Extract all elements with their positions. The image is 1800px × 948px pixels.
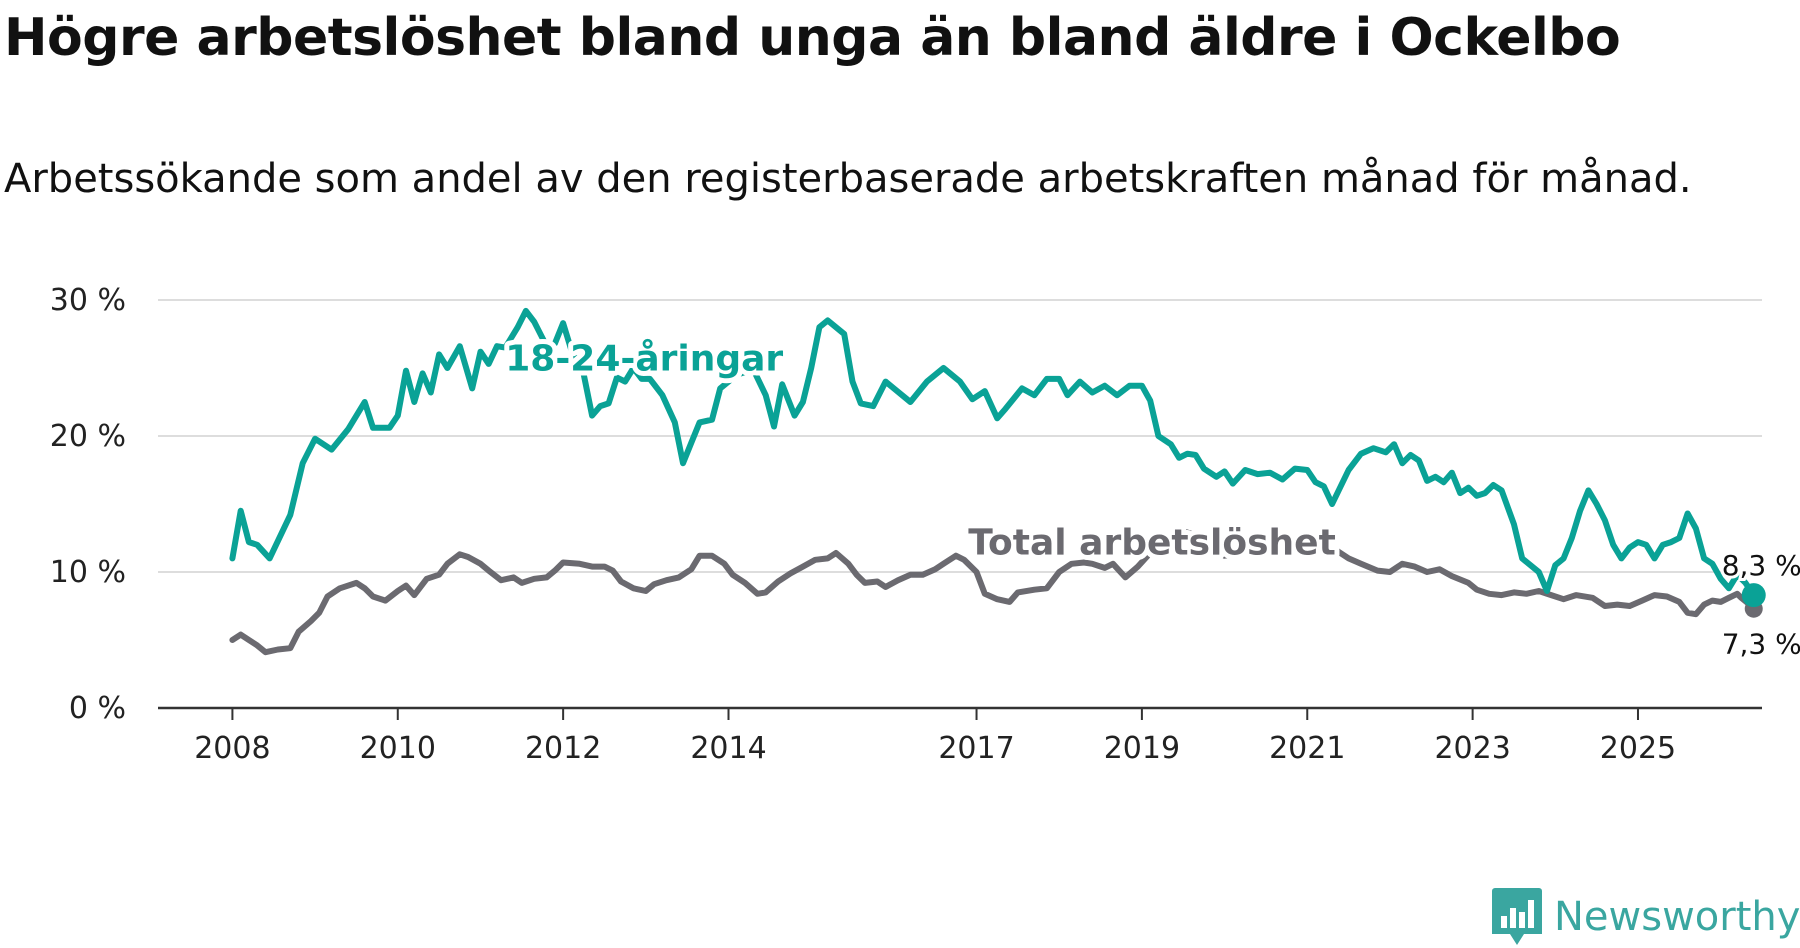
brand-name: Newsworthy <box>1554 894 1800 940</box>
y-tick-label: 30 % <box>50 283 126 318</box>
x-tick-label: 2025 <box>1600 731 1676 766</box>
y-tick-label: 10 % <box>50 555 126 590</box>
chart-subtitle: Arbetssökande som andel av den registerb… <box>4 156 1692 202</box>
x-tick-label: 2021 <box>1269 731 1345 766</box>
series-label-youth-halo: 18-24-åringar <box>505 339 783 380</box>
series-label-total-halo: Total arbetslöshet <box>968 522 1336 563</box>
x-tick-label: 2010 <box>360 731 436 766</box>
end-marker-youth <box>1741 583 1766 608</box>
x-tick-label: 2008 <box>194 731 270 766</box>
x-tick-label: 2017 <box>938 731 1014 766</box>
x-tick-label: 2019 <box>1104 731 1180 766</box>
series-line-total <box>229 528 1757 656</box>
series-label-youth: 18-24-åringar <box>505 339 783 380</box>
x-tick-label: 2012 <box>525 731 601 766</box>
chart-title: Högre arbetslöshet bland unga än bland ä… <box>4 8 1621 68</box>
y-tick-label: 20 % <box>50 419 126 454</box>
series-label-total: Total arbetslöshet <box>968 522 1336 563</box>
bar-chart-logo-icon <box>1492 888 1542 945</box>
newsworthy-logo: Newsworthy <box>1492 888 1800 946</box>
y-tick-label: 0 % <box>69 691 126 726</box>
end-label-youth: 8,3 % <box>1722 549 1800 582</box>
x-tick-label: 2023 <box>1434 731 1510 766</box>
end-label-total: 7,3 % <box>1722 628 1800 661</box>
series-line-youth <box>229 307 1757 599</box>
x-tick-label: 2014 <box>690 731 766 766</box>
